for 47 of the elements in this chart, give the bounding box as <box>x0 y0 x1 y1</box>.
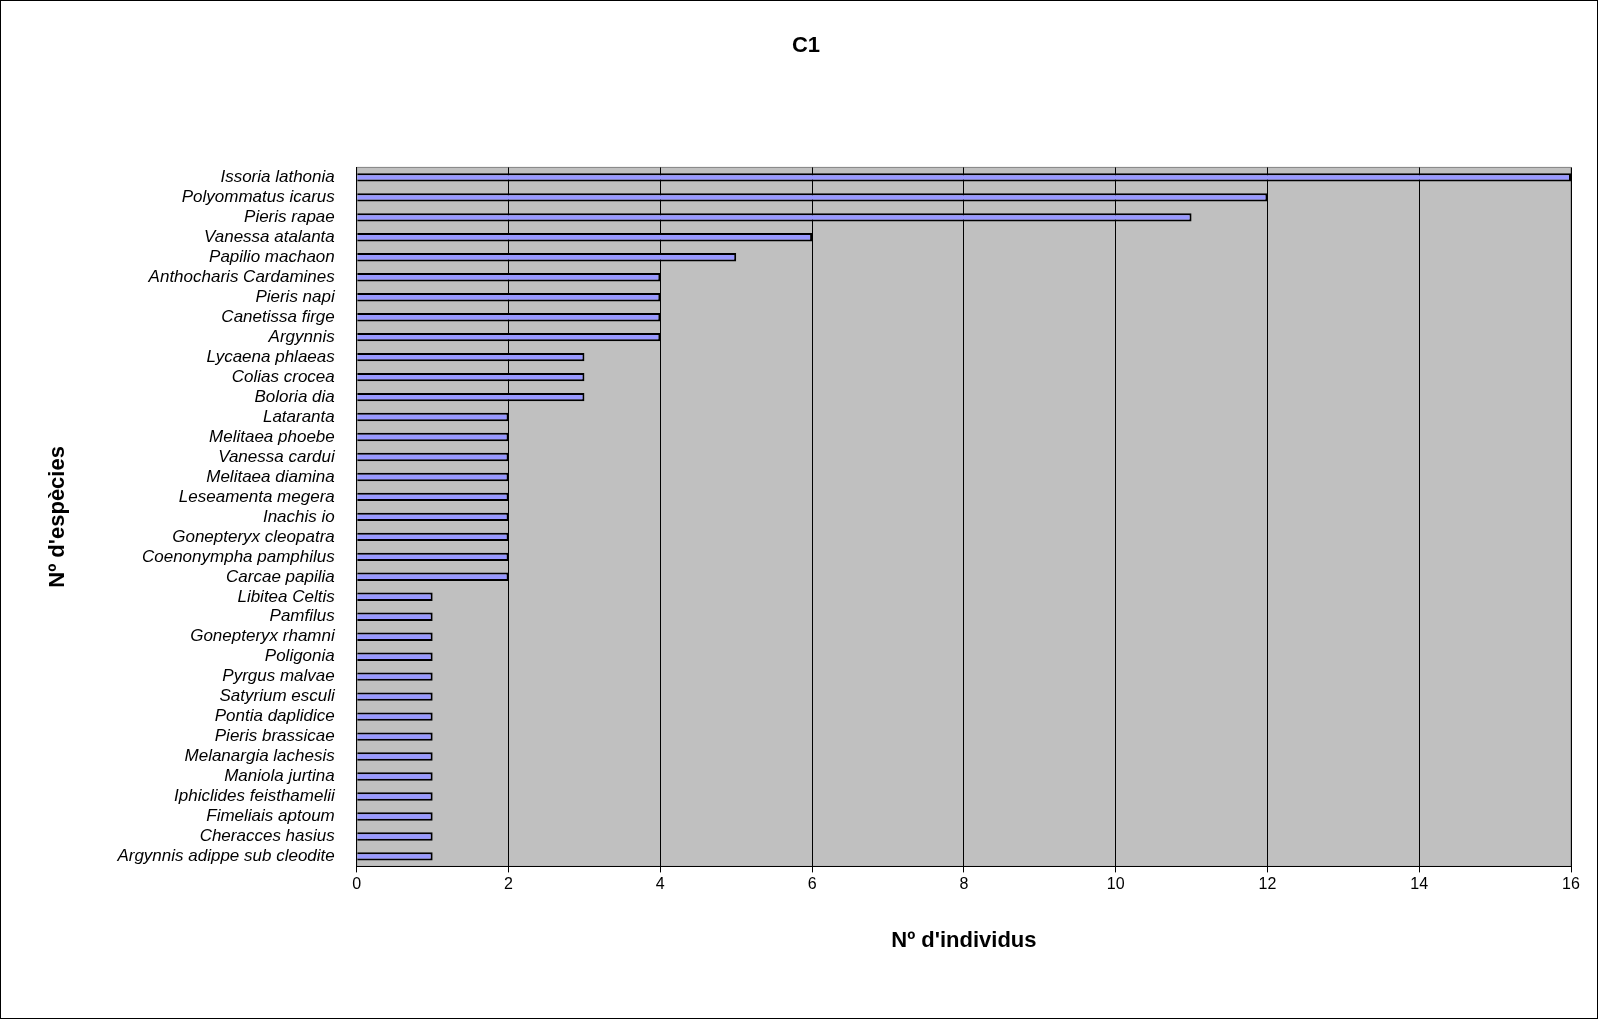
y-tick-label: Iphiclides feisthamelii <box>174 786 336 806</box>
y-tick-label: Melanargia lachesis <box>184 746 336 766</box>
x-tick-label: 8 <box>959 875 969 893</box>
y-tick-label: Pieris brassicae <box>214 726 335 746</box>
y-tick-label: Melitaea phoebe <box>209 426 335 446</box>
y-tick-label: Pieris rapae <box>244 207 335 227</box>
y-axis-title: Nº d'espècies <box>44 446 70 588</box>
y-tick-label: Boloria dia <box>254 386 335 406</box>
y-tick-label: Canetissa firge <box>221 306 335 326</box>
y-tick-label: Vanessa atalanta <box>204 227 335 247</box>
y-tick-label: Polyommatus icarus <box>181 187 336 207</box>
x-tick-label: 4 <box>655 875 665 893</box>
x-axis-title: Nº d'individus <box>891 926 1037 952</box>
y-tick-label: Pieris napi <box>255 286 336 306</box>
x-tick-label: 12 <box>1258 875 1277 893</box>
y-tick-label: Poligonia <box>264 646 335 666</box>
chart-title: C1 <box>791 32 821 58</box>
y-tick-label: Pyrgus malvae <box>222 666 335 686</box>
y-tick-label: Pontia daplidice <box>214 706 335 726</box>
y-tick-label: Libitea Celtis <box>237 586 336 606</box>
x-tick-label: 0 <box>352 875 362 893</box>
y-tick-label: Gonepteryx rhamni <box>190 626 336 646</box>
y-tick-label: Maniola jurtina <box>224 766 335 786</box>
x-tick-label: 2 <box>504 875 514 893</box>
y-tick-label: Leseamenta megera <box>178 486 335 506</box>
y-tick-label: Cheracces hasius <box>199 826 336 846</box>
x-tick-label: 6 <box>807 875 817 893</box>
y-tick-label: Lataranta <box>262 406 335 426</box>
y-tick-label: Papilio machaon <box>209 247 335 267</box>
y-tick-label: Satyrium esculi <box>219 686 336 706</box>
x-tick-label: 10 <box>1106 875 1125 893</box>
x-tick-label: 16 <box>1562 875 1580 893</box>
y-tick-label: Colias crocea <box>231 366 335 386</box>
y-tick-label: Gonepteryx cleopatra <box>172 526 335 546</box>
y-tick-label: Melitaea diamina <box>206 466 335 486</box>
y-tick-label: Lycaena phlaeas <box>206 346 336 366</box>
y-tick-label: Argynnis <box>267 326 336 346</box>
y-tick-label: Fimeliais aptoum <box>206 806 335 826</box>
y-tick-label: Anthocharis Cardamines <box>147 266 336 286</box>
x-tick-label: 14 <box>1410 875 1429 893</box>
y-tick-label: Inachis io <box>262 506 335 526</box>
y-tick-label: Issoria lathonia <box>220 167 335 187</box>
y-tick-label: Vanessa cardui <box>218 446 336 466</box>
y-tick-label: Coenonympha pamphilus <box>141 546 336 566</box>
y-tick-label: Pamfilus <box>269 606 336 626</box>
y-tick-label: Carcae papilia <box>226 566 335 586</box>
y-tick-label: Argynnis adippe sub cleodite <box>116 846 335 866</box>
